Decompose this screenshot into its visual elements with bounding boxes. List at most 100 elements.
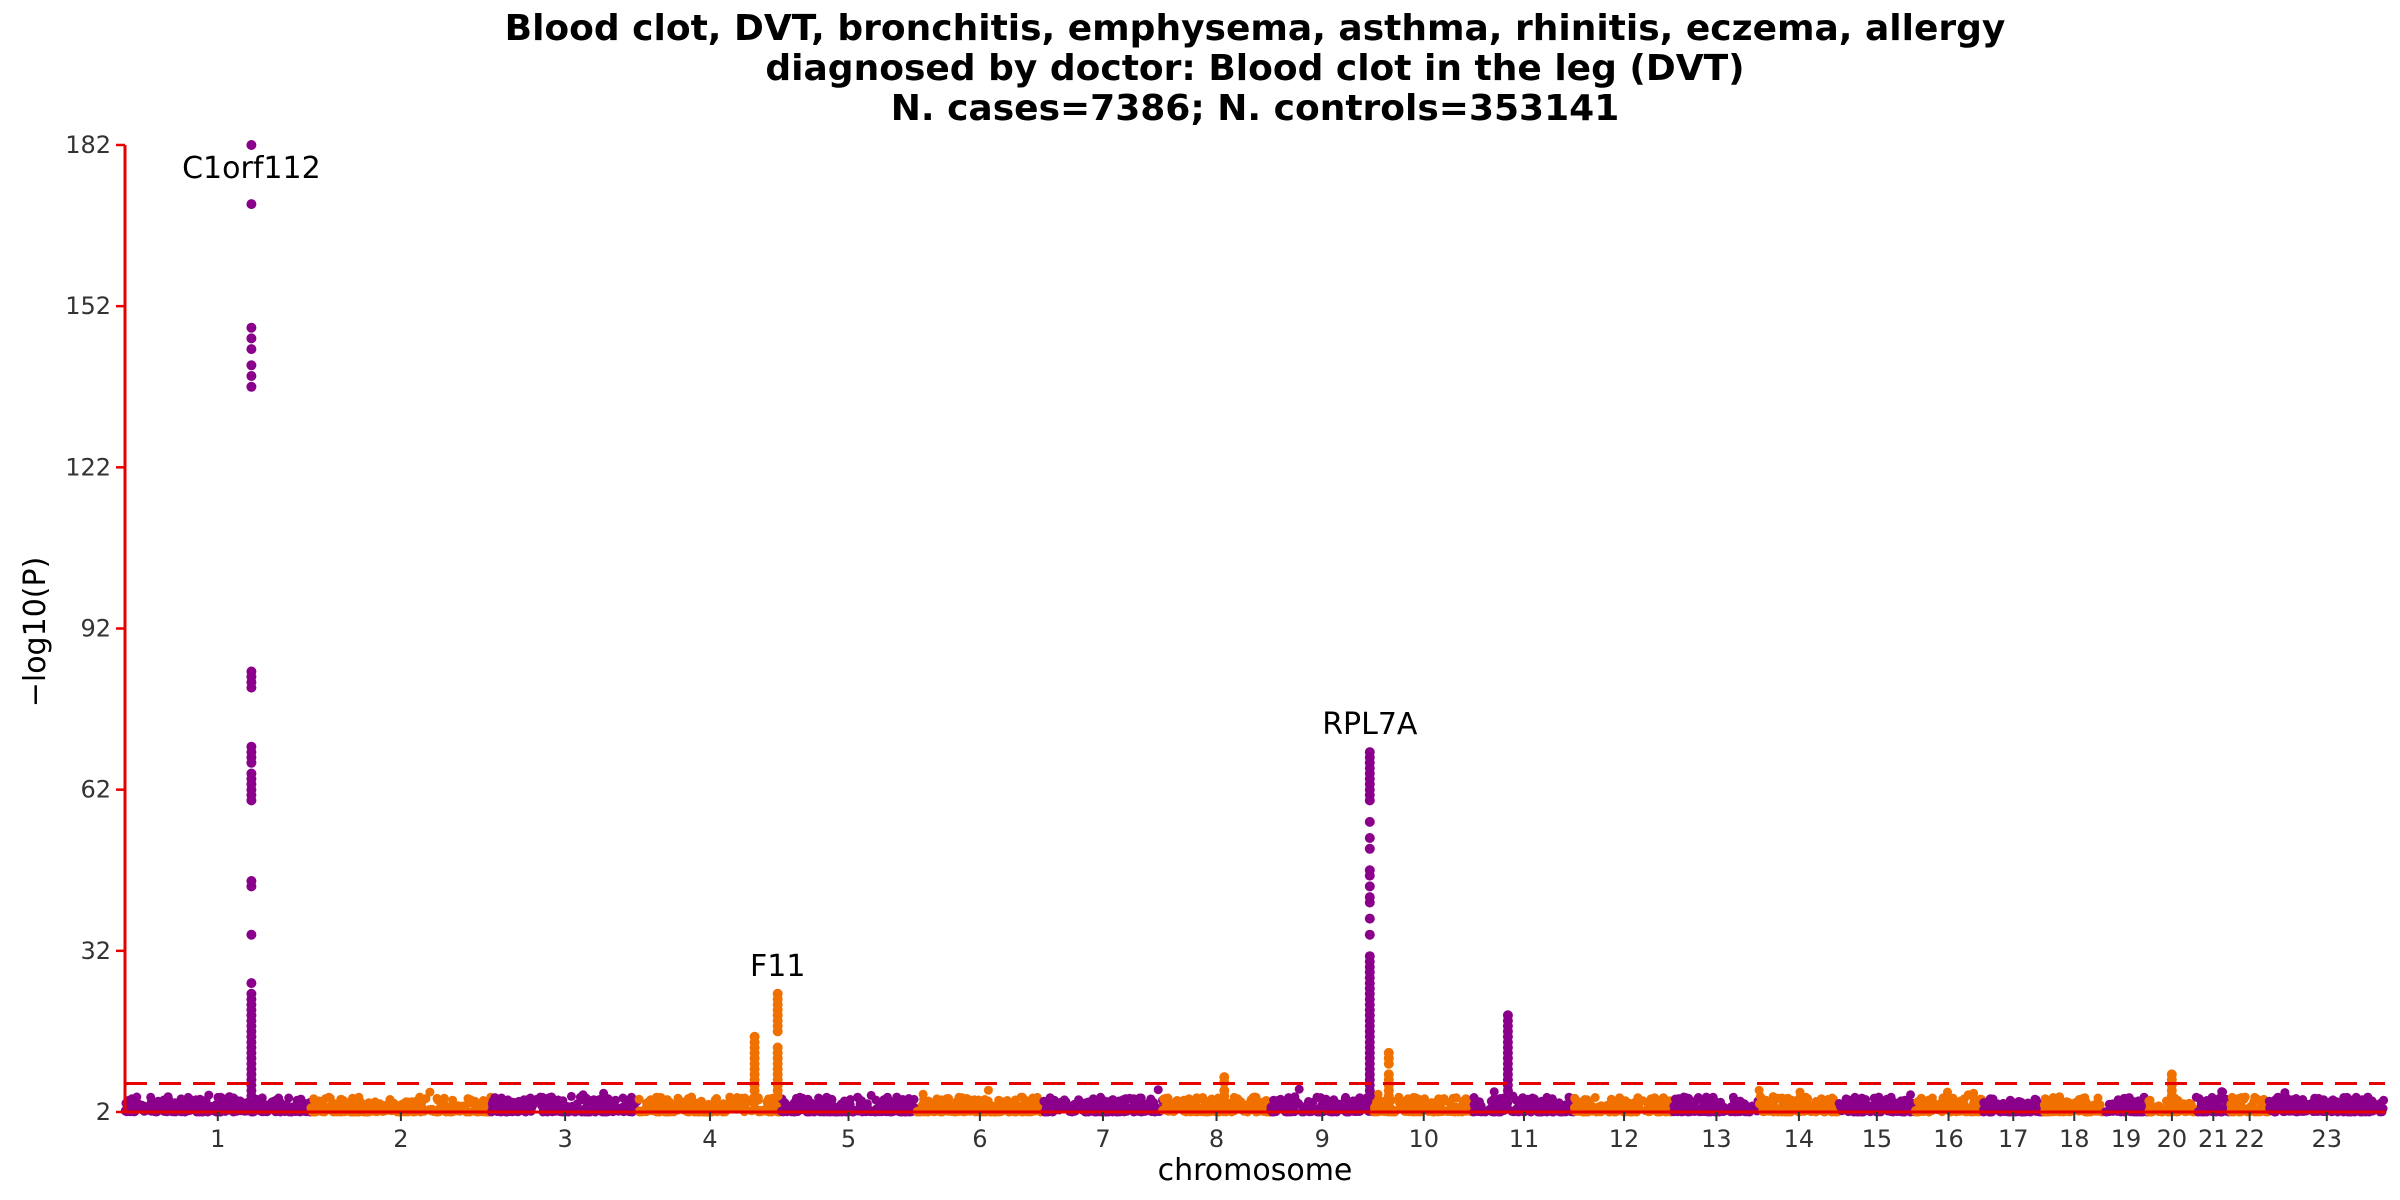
- x-tick-label: 9: [1315, 1125, 1330, 1153]
- gene-label: C1orf112: [182, 151, 321, 186]
- background-point: [1149, 1098, 1159, 1107]
- x-tick-label: 13: [1701, 1125, 1732, 1153]
- peak-point: [246, 682, 257, 693]
- background-point: [599, 1088, 609, 1098]
- background-point: [1153, 1085, 1163, 1095]
- background-point: [1959, 1094, 1969, 1104]
- background-point: [1172, 1096, 1182, 1105]
- background-point: [1615, 1093, 1625, 1103]
- background-point: [1438, 1095, 1448, 1104]
- peak-point: [1364, 1090, 1375, 1101]
- peak-point: [1364, 833, 1375, 843]
- background-point: [1590, 1093, 1600, 1102]
- background-point: [544, 1093, 554, 1103]
- peak-point: [246, 381, 257, 392]
- background-point: [2072, 1100, 2082, 1110]
- background-point: [1988, 1094, 1998, 1104]
- background-point: [439, 1099, 449, 1109]
- background-point: [1121, 1103, 1131, 1113]
- background-point: [1794, 1094, 1804, 1104]
- background-point: [2043, 1096, 2053, 1106]
- background-point: [1896, 1097, 1906, 1107]
- background-point: [1816, 1095, 1826, 1105]
- peak-chr11-points: [1502, 1010, 1513, 1101]
- peak-point: [772, 1026, 783, 1037]
- background-point: [1489, 1094, 1499, 1104]
- background-point: [2355, 1101, 2365, 1111]
- background-point: [2194, 1094, 2204, 1103]
- background-point: [1461, 1094, 1471, 1104]
- x-tick-label: 7: [1095, 1125, 1110, 1153]
- background-point: [1643, 1099, 1653, 1109]
- background-point: [1803, 1094, 1813, 1104]
- background-point: [298, 1098, 308, 1108]
- background-point: [2379, 1095, 2389, 1105]
- x-tick-label: 23: [2312, 1125, 2343, 1153]
- background-point: [1108, 1095, 1118, 1105]
- background-point: [1543, 1100, 1553, 1110]
- y-axis-label: −log10(P): [18, 557, 53, 708]
- background-point: [734, 1103, 744, 1113]
- background-point: [1670, 1094, 1680, 1104]
- peak-point: [246, 371, 257, 381]
- x-tick-label: 10: [1408, 1125, 1439, 1153]
- background-point: [1161, 1100, 1171, 1110]
- peak-point: [1364, 795, 1375, 806]
- background-point: [1923, 1098, 1933, 1108]
- background-point: [1312, 1092, 1322, 1102]
- background-point: [1682, 1093, 1691, 1103]
- peak-chr4-points: [772, 988, 783, 1101]
- x-tick-label: 1: [210, 1125, 225, 1153]
- x-tick-label: 3: [557, 1125, 572, 1153]
- background-point: [1658, 1093, 1668, 1103]
- background-point: [654, 1093, 664, 1102]
- background-point: [1871, 1103, 1881, 1113]
- y-tick-label: 152: [65, 292, 111, 320]
- background-point: [2078, 1094, 2088, 1103]
- background-point: [1846, 1097, 1856, 1107]
- background-point: [1606, 1094, 1616, 1104]
- peak-chr10-points: [1383, 1047, 1394, 1101]
- background-point: [2060, 1097, 2070, 1107]
- x-tick-label: 22: [2234, 1125, 2265, 1153]
- peak-chr1-points: [246, 140, 257, 1101]
- background-point: [2207, 1092, 2217, 1102]
- background-point: [983, 1085, 993, 1095]
- background-point: [525, 1102, 535, 1112]
- peak-chr4-points: [749, 1031, 760, 1096]
- x-tick-label: 4: [702, 1125, 717, 1153]
- peak-point: [246, 1090, 257, 1101]
- title-line-2: diagnosed by doctor: Blood clot in the l…: [765, 48, 1744, 89]
- background-point: [890, 1102, 900, 1112]
- background-point: [2144, 1096, 2154, 1106]
- background-point: [954, 1092, 964, 1102]
- chromosome-6-points: [912, 1085, 1047, 1117]
- background-point: [2342, 1092, 2352, 1102]
- peak-point: [1364, 816, 1375, 827]
- peak-point: [1364, 929, 1375, 940]
- background-point: [1768, 1092, 1778, 1102]
- peak-point: [1364, 843, 1375, 854]
- background-point: [1373, 1089, 1383, 1099]
- background-point: [614, 1103, 624, 1113]
- background-point: [657, 1101, 667, 1111]
- background-point: [732, 1095, 742, 1105]
- x-tick-label: 2: [393, 1125, 408, 1153]
- background-point: [216, 1094, 226, 1104]
- background-point: [805, 1100, 814, 1110]
- title-line-3: N. cases=7386; N. controls=353141: [891, 88, 1620, 129]
- background-point: [857, 1096, 867, 1106]
- background-point: [892, 1092, 902, 1102]
- background-point: [1969, 1098, 1979, 1108]
- background-point: [127, 1094, 137, 1104]
- background-point: [947, 1102, 957, 1112]
- peak-point: [246, 929, 257, 940]
- background-point: [1695, 1094, 1705, 1104]
- background-point: [2347, 1103, 2357, 1113]
- background-point: [421, 1094, 431, 1104]
- peak-point: [1364, 913, 1375, 924]
- background-point: [1327, 1097, 1337, 1107]
- background-point: [1056, 1103, 1066, 1112]
- peak-point: [1219, 1090, 1230, 1101]
